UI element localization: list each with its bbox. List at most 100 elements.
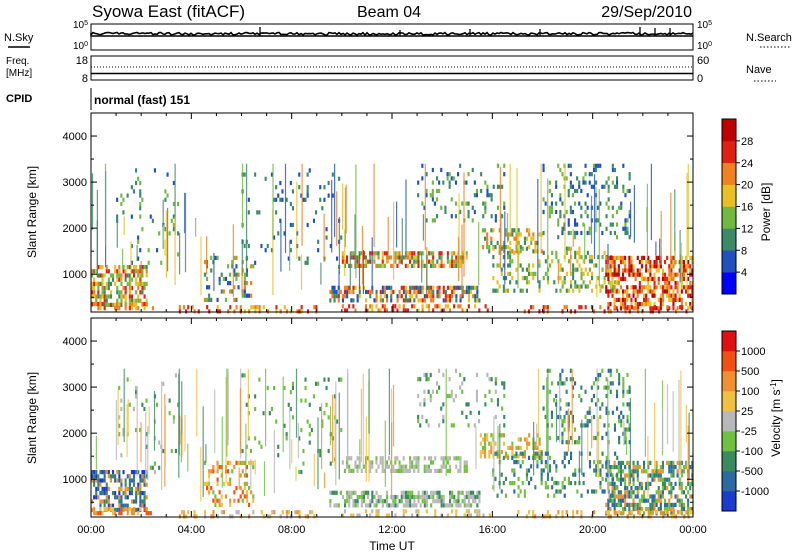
velocity-cell <box>442 494 445 500</box>
velocity-cell <box>618 419 621 424</box>
velocity-cell <box>409 499 412 504</box>
power-cell <box>461 285 464 290</box>
velocity-cell <box>503 423 506 428</box>
power-cell <box>519 232 522 237</box>
power-cell <box>630 297 633 302</box>
power-cell <box>578 201 581 206</box>
velocity-cell <box>239 473 242 478</box>
power-cell <box>145 269 148 274</box>
velocity-cell <box>141 499 144 504</box>
velocity-cell <box>595 468 598 473</box>
velocity-cell <box>542 514 545 519</box>
velocity-cell <box>459 490 462 495</box>
power-cell <box>624 218 627 223</box>
velocity-cell <box>674 502 677 507</box>
velocity-cell <box>402 468 405 473</box>
power-cell <box>235 297 238 302</box>
power-streak <box>572 229 574 247</box>
power-streak <box>630 201 632 237</box>
power-cell <box>377 263 380 268</box>
power-cell <box>454 180 457 185</box>
power-cell <box>124 306 127 311</box>
velocity-cell <box>580 510 583 515</box>
power-cell <box>591 288 594 293</box>
velocity-cell <box>680 502 683 507</box>
velocity-cell <box>130 478 133 483</box>
power-streak <box>349 251 351 290</box>
power-cell <box>593 309 596 314</box>
power-cell <box>137 306 140 311</box>
velocity-cell <box>402 494 405 500</box>
velocity-cell <box>643 494 646 499</box>
velocity-cell <box>409 494 412 500</box>
power-cell <box>95 301 98 307</box>
velocity-cell <box>139 486 142 491</box>
power-cell <box>453 289 456 295</box>
velocity-cell <box>120 482 123 487</box>
velocity-streak <box>202 406 204 497</box>
velocity-cell <box>442 460 445 465</box>
velocity-cell <box>532 514 535 519</box>
power-cell <box>657 297 660 302</box>
velocity-cell <box>534 455 537 460</box>
power-cell <box>559 288 562 293</box>
velocity-cell <box>252 498 255 503</box>
velocity-cell <box>348 499 351 504</box>
power-cell <box>91 294 94 299</box>
power-cell <box>504 276 507 281</box>
velocity-cell <box>578 435 581 441</box>
velocity-cell <box>427 468 430 473</box>
power-cell <box>638 285 641 290</box>
power-cell <box>375 298 378 303</box>
velocity-cell <box>128 482 131 487</box>
velocity-cell <box>572 510 575 515</box>
velocity-cell <box>440 513 443 518</box>
velocity-cell <box>158 440 161 445</box>
velocity-cell <box>494 381 497 386</box>
velocity-cell <box>103 499 106 504</box>
velocity-cell <box>513 454 516 459</box>
velocity-cell <box>118 491 121 496</box>
power-cell <box>369 259 372 264</box>
power-cell <box>492 255 495 260</box>
velocity-cell <box>436 381 439 386</box>
velocity-cell <box>402 513 405 518</box>
power-cell <box>300 305 303 310</box>
velocity-streak <box>567 408 569 452</box>
velocity-streak <box>475 426 477 470</box>
power-cell <box>599 284 602 289</box>
velocity-cell <box>455 513 458 518</box>
power-cell <box>415 285 418 290</box>
power-cell <box>396 251 399 256</box>
velocity-cell <box>327 377 330 382</box>
power-cell <box>430 259 433 264</box>
power-cell <box>576 222 579 227</box>
velocity-cell <box>496 402 499 407</box>
velocity-cell <box>133 470 136 475</box>
velocity-cell <box>356 499 359 504</box>
power-cell <box>430 251 433 256</box>
velocity-cell <box>540 472 543 477</box>
power-cell <box>640 264 643 269</box>
power-cell <box>396 294 399 299</box>
velocity-cell <box>132 406 135 412</box>
velocity-streak <box>227 371 229 441</box>
velocity-cell <box>367 490 370 495</box>
velocity-cell <box>636 486 639 491</box>
velocity-cell <box>685 510 688 515</box>
power-cell <box>99 306 102 311</box>
power-cell <box>615 268 618 273</box>
velocity-cell <box>659 490 662 495</box>
velocity-cell <box>559 406 562 411</box>
power-cell <box>135 281 138 286</box>
velocity-cell <box>91 474 94 479</box>
velocity-cell <box>371 490 374 495</box>
velocity-cell <box>617 465 620 470</box>
velocity-cell <box>628 440 631 445</box>
velocity-cell <box>605 472 608 477</box>
velocity-cell <box>375 499 378 504</box>
power-streak <box>670 192 672 278</box>
power-cell <box>386 285 389 290</box>
power-cell <box>614 305 617 310</box>
velocity-cell <box>478 513 481 518</box>
